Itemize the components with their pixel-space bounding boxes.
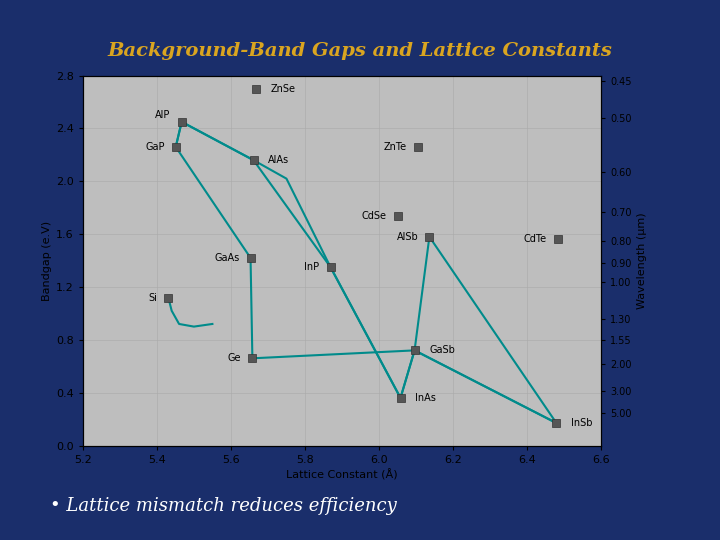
Text: InP: InP (305, 262, 320, 272)
Text: Si: Si (148, 293, 157, 302)
Text: ZnSe: ZnSe (271, 84, 296, 94)
Y-axis label: Wavelength (μm): Wavelength (μm) (637, 212, 647, 309)
Text: CdTe: CdTe (523, 234, 546, 245)
Text: ZnTe: ZnTe (383, 142, 406, 152)
Y-axis label: Bandgap (e.V): Bandgap (e.V) (42, 220, 52, 301)
Text: GaP: GaP (145, 142, 165, 152)
X-axis label: Lattice Constant (Å): Lattice Constant (Å) (286, 469, 398, 480)
Text: CdSe: CdSe (361, 211, 387, 221)
Text: GaSb: GaSb (429, 346, 455, 355)
Text: AlSb: AlSb (397, 232, 418, 242)
Text: Background-Band Gaps and Lattice Constants: Background-Band Gaps and Lattice Constan… (107, 42, 613, 60)
Text: Ge: Ge (228, 353, 241, 363)
Text: InSb: InSb (571, 418, 593, 428)
Text: AlAs: AlAs (269, 155, 289, 165)
Text: • Lattice mismatch reduces efficiency: • Lattice mismatch reduces efficiency (50, 497, 397, 515)
Text: InAs: InAs (415, 393, 436, 403)
Text: AlP: AlP (156, 110, 171, 120)
Text: GaAs: GaAs (214, 253, 240, 263)
